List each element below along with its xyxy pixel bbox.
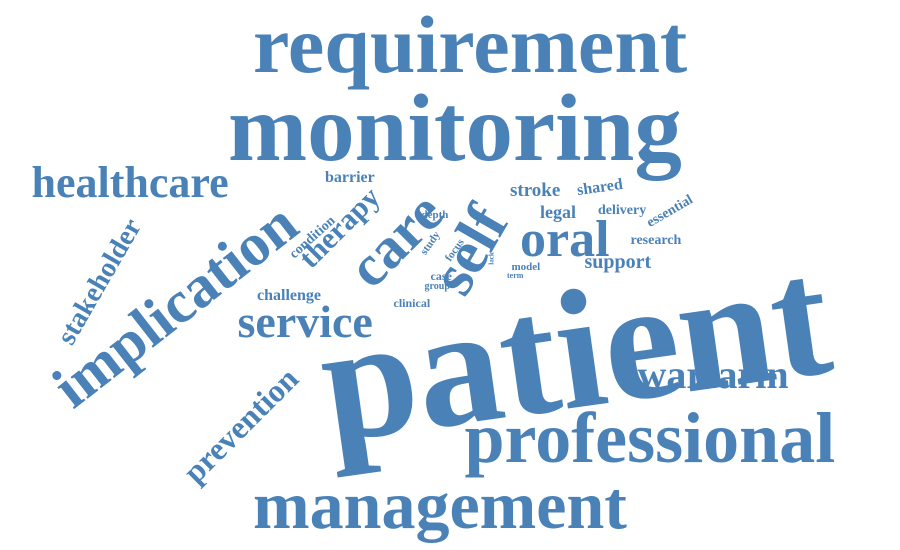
word-professional: professional (464, 398, 836, 478)
word-requirement: requirement (253, 0, 688, 90)
word-legal: legal (540, 202, 576, 222)
word-clinical: clinical (393, 296, 431, 310)
word-barrier: barrier (325, 169, 375, 186)
word-essential: essential (643, 192, 696, 231)
word-warfarin: warfarin (637, 352, 789, 397)
word-stroke: stroke (510, 179, 561, 201)
word-service: service (237, 296, 373, 347)
word-case: case (430, 269, 452, 283)
word-management: management (253, 467, 627, 543)
word-shared: shared (575, 175, 624, 200)
word-challenge: challenge (257, 287, 321, 304)
word-delivery: delivery (598, 203, 647, 218)
word-research: research (630, 233, 682, 248)
word-depth: depth (421, 208, 449, 221)
word-term: term (507, 271, 524, 280)
word-oral: oral (520, 211, 610, 268)
word-monitoring: monitoring (228, 74, 682, 181)
word-group: group (424, 281, 450, 292)
word-support: support (584, 251, 652, 273)
word-model: model (511, 260, 541, 273)
word-lack: lack (487, 251, 496, 265)
word-healthcare: healthcare (31, 158, 229, 207)
